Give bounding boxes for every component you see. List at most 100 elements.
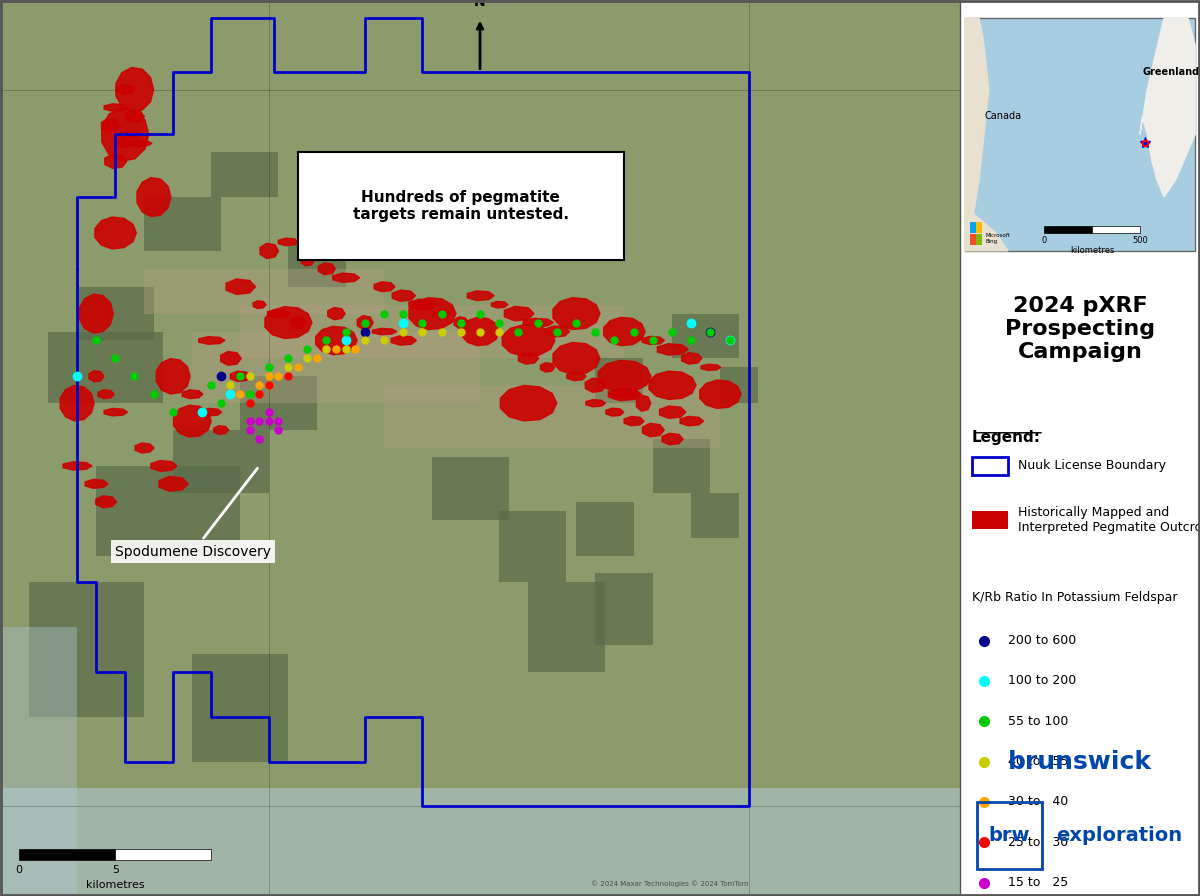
Polygon shape	[701, 365, 721, 370]
Text: 15 to   25: 15 to 25	[1008, 876, 1068, 889]
Polygon shape	[221, 351, 241, 366]
Text: Hundreds of pegmatite
targets remain untested.: Hundreds of pegmatite targets remain unt…	[353, 190, 569, 222]
Bar	[1092, 226, 1140, 233]
Bar	[499, 511, 566, 582]
Polygon shape	[328, 307, 346, 320]
Text: exploration: exploration	[1056, 826, 1182, 845]
Text: 30 to   40: 30 to 40	[1008, 796, 1068, 808]
Polygon shape	[182, 390, 203, 399]
Text: 40 to   55: 40 to 55	[1008, 755, 1068, 768]
Bar	[288, 242, 346, 287]
Polygon shape	[265, 306, 312, 339]
Polygon shape	[301, 254, 314, 266]
Bar	[211, 152, 278, 197]
Bar	[653, 439, 710, 493]
Polygon shape	[662, 434, 683, 444]
Polygon shape	[965, 206, 1008, 251]
Text: Nuuk License Boundary: Nuuk License Boundary	[1018, 460, 1165, 472]
Text: brunswick: brunswick	[1008, 750, 1152, 773]
FancyBboxPatch shape	[298, 152, 624, 260]
Bar	[972, 457, 1008, 475]
Polygon shape	[358, 315, 373, 330]
Polygon shape	[518, 353, 539, 364]
Polygon shape	[104, 409, 127, 416]
Text: Legend:: Legend:	[972, 430, 1042, 445]
Polygon shape	[608, 388, 641, 401]
Polygon shape	[504, 306, 534, 321]
Text: 0: 0	[1042, 236, 1046, 245]
Polygon shape	[374, 282, 395, 291]
Bar	[240, 305, 624, 358]
Polygon shape	[372, 328, 397, 335]
Polygon shape	[104, 104, 127, 111]
Polygon shape	[253, 301, 266, 308]
Polygon shape	[503, 324, 554, 357]
Polygon shape	[492, 301, 508, 308]
Polygon shape	[1140, 18, 1195, 197]
Text: Historically Mapped and
Interpreted Pegmatite Outcrops: Historically Mapped and Interpreted Pegm…	[1018, 505, 1200, 534]
Polygon shape	[649, 371, 696, 400]
Text: 25 to   30: 25 to 30	[1008, 836, 1068, 849]
Polygon shape	[174, 405, 211, 437]
Polygon shape	[116, 67, 154, 112]
Bar	[720, 367, 758, 403]
Text: © 2024 Maxar Technologies © 2024 TomTom: © 2024 Maxar Technologies © 2024 TomTom	[592, 881, 749, 887]
Polygon shape	[79, 294, 113, 333]
Bar	[19, 849, 115, 860]
Bar	[977, 222, 983, 233]
Polygon shape	[126, 110, 144, 123]
Polygon shape	[642, 336, 665, 345]
Text: 200 to 600: 200 to 600	[1008, 634, 1076, 647]
Bar	[115, 849, 211, 860]
Polygon shape	[89, 371, 103, 382]
Bar	[144, 269, 384, 314]
Bar	[970, 234, 976, 245]
Bar	[192, 654, 288, 762]
Polygon shape	[658, 344, 689, 355]
Polygon shape	[409, 297, 456, 330]
Polygon shape	[278, 238, 299, 246]
Text: kilometres: kilometres	[1070, 246, 1114, 255]
Polygon shape	[391, 336, 416, 345]
Polygon shape	[96, 495, 116, 508]
Polygon shape	[500, 385, 557, 421]
Bar	[672, 314, 739, 358]
Polygon shape	[85, 479, 108, 488]
Polygon shape	[268, 309, 290, 318]
Polygon shape	[586, 378, 606, 392]
Bar	[77, 287, 154, 340]
Text: brw: brw	[989, 826, 1030, 845]
Polygon shape	[290, 316, 306, 329]
Polygon shape	[102, 118, 120, 133]
Text: 100 to 200: 100 to 200	[1008, 675, 1076, 687]
Text: 0: 0	[16, 865, 23, 874]
Polygon shape	[636, 395, 650, 411]
Bar	[336, 170, 422, 224]
Polygon shape	[540, 363, 554, 372]
Polygon shape	[700, 380, 742, 409]
Bar	[595, 573, 653, 645]
Polygon shape	[199, 337, 224, 344]
Polygon shape	[680, 417, 703, 426]
Polygon shape	[214, 426, 229, 435]
Polygon shape	[965, 18, 989, 251]
Bar	[48, 332, 163, 403]
Bar	[977, 234, 983, 245]
Text: 500: 500	[1132, 236, 1148, 245]
Polygon shape	[119, 131, 140, 138]
Polygon shape	[104, 154, 127, 168]
Polygon shape	[102, 108, 149, 161]
Bar	[29, 582, 144, 717]
Polygon shape	[611, 391, 640, 398]
Polygon shape	[119, 139, 132, 148]
Text: K/Rb Ratio In Potassium Feldspar: K/Rb Ratio In Potassium Feldspar	[972, 591, 1177, 605]
Text: Greenland: Greenland	[1142, 66, 1200, 77]
Polygon shape	[586, 400, 606, 407]
Polygon shape	[433, 309, 451, 318]
Bar	[576, 502, 634, 556]
Bar	[965, 18, 1195, 251]
Polygon shape	[523, 318, 553, 327]
Polygon shape	[553, 297, 600, 330]
Bar	[970, 222, 976, 233]
Bar	[173, 430, 269, 493]
